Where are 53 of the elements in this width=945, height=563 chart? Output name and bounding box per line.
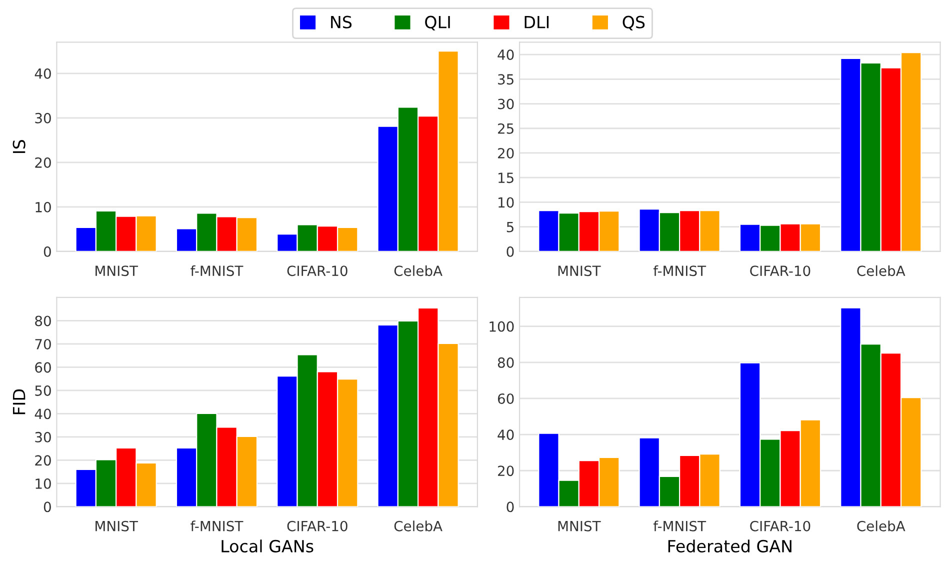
y-tick-label: 25 <box>498 123 514 134</box>
x-axis-title: Local GANs <box>222 540 314 552</box>
x-tick-label: CelebA <box>394 265 442 276</box>
x-tick-label: CIFAR-10 <box>287 520 348 532</box>
x-tick-label: f-MNIST <box>190 265 244 276</box>
x-tick-label: CIFAR-10 <box>287 266 348 276</box>
y-tick-label: 20 <box>498 148 514 158</box>
y-tick-label: 35 <box>498 74 514 85</box>
y-tick-label: 20 <box>35 455 51 466</box>
y-tick-label: 30 <box>35 432 51 442</box>
x-tick-label: MNIST <box>96 520 138 532</box>
legend-label: NS <box>331 16 352 28</box>
y-tick-label: 40 <box>498 430 514 440</box>
y-tick-label: 100 <box>490 321 514 332</box>
y-tick-label: 50 <box>35 385 51 396</box>
x-tick-label: CelebA <box>857 520 906 532</box>
y-tick-label: 20 <box>498 466 514 476</box>
legend-label: QLI <box>425 16 450 30</box>
y-tick-label: 10 <box>498 197 514 208</box>
y-tick-label: 15 <box>498 172 514 184</box>
x-tick-label: CIFAR-10 <box>750 520 810 532</box>
y-tick-label: 20 <box>35 157 51 168</box>
x-axis-title: Federated GAN <box>668 540 792 552</box>
x-tick-label: CIFAR-10 <box>750 266 810 276</box>
y-axis-title: FID <box>12 389 26 414</box>
y-tick-label: 0 <box>506 246 514 257</box>
x-tick-label: f-MNIST <box>190 520 244 532</box>
legend-label: DLI <box>524 16 549 28</box>
legend-label: QS <box>622 16 645 30</box>
y-tick-label: 60 <box>498 393 514 404</box>
x-tick-label: f-MNIST <box>653 520 706 532</box>
y-tick-label: 10 <box>36 202 51 212</box>
y-tick-label: 40 <box>34 68 51 79</box>
x-tick-label: CelebA <box>394 520 442 532</box>
y-tick-label: 5 <box>506 222 514 232</box>
y-tick-label: 0 <box>44 246 51 257</box>
x-tick-label: f-MNIST <box>653 265 706 276</box>
y-tick-label: 0 <box>44 502 51 512</box>
y-tick-label: 30 <box>35 112 51 124</box>
x-tick-label: CelebA <box>857 265 906 276</box>
y-tick-label: 80 <box>498 357 514 368</box>
x-tick-label: MNIST <box>558 266 601 276</box>
y-tick-label: 80 <box>35 316 51 326</box>
y-tick-label: 10 <box>36 478 51 489</box>
y-tick-label: 70 <box>35 338 51 350</box>
y-tick-label: 40 <box>34 408 51 420</box>
y-tick-label: 40 <box>498 50 514 60</box>
x-tick-label: MNIST <box>558 520 601 532</box>
y-tick-label: 0 <box>506 502 514 512</box>
x-tick-label: MNIST <box>96 266 138 276</box>
y-axis-title: IS <box>12 140 26 153</box>
y-tick-label: 30 <box>498 98 514 110</box>
y-tick-label: 60 <box>35 362 51 373</box>
